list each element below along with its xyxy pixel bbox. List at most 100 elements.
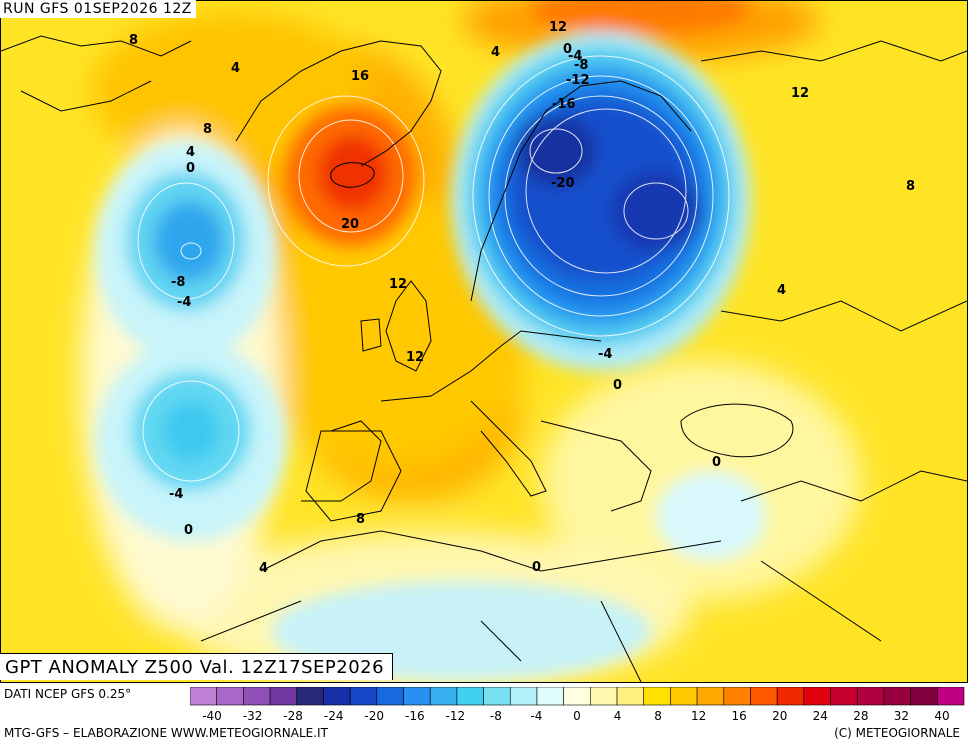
colorbar-tick-label: -20 xyxy=(364,709,384,723)
contour-label: -4 xyxy=(177,295,191,310)
contour-label: -8 xyxy=(574,58,588,73)
colorbar-legend: -40 -32 -28 -24 -20 -16 -12 -8 -4 0 4 8 12 16 20 24 28 32… xyxy=(190,687,965,723)
colorbar-cell xyxy=(509,687,538,706)
contour-label: 4 xyxy=(259,561,268,576)
colorbar-tick-label: 0 xyxy=(573,709,581,723)
contour-label: -4 xyxy=(598,347,612,362)
colorbar-tick-label: 16 xyxy=(732,709,747,723)
credit-right: (C) METEOGIORNALE xyxy=(834,726,960,740)
warm-core-iceland-inner xyxy=(318,135,388,211)
colorbar-cell xyxy=(750,687,778,706)
colorbar-tick-label: -40 xyxy=(202,709,222,723)
contour-line xyxy=(142,380,240,482)
border-sahara xyxy=(200,600,642,682)
anomaly-map: 8 4 8 4 0 16 20 -8 -4 12 12 -4 0 8 4 0 4… xyxy=(0,0,968,683)
coastline-ireland xyxy=(360,318,382,352)
colorbar-cell xyxy=(536,687,564,706)
colorbar-cell xyxy=(216,687,244,706)
colorbar-cell xyxy=(563,687,591,706)
cold-core-scandinavia xyxy=(516,116,596,186)
contour-line xyxy=(298,119,404,233)
cold-core-atlantic-north-inner xyxy=(154,201,224,281)
colorbar-cell xyxy=(483,687,511,706)
coastline-europe-west xyxy=(301,330,602,502)
colorbar-tick-label: 24 xyxy=(813,709,828,723)
colorbar-cell xyxy=(723,687,751,706)
colorbar-cell xyxy=(403,687,431,706)
colorbar-cell xyxy=(776,687,805,706)
coastline-black-sea xyxy=(680,403,794,458)
colorbar-cell xyxy=(643,687,671,706)
contour-label: 8 xyxy=(203,122,212,137)
contour-label: 8 xyxy=(906,179,915,194)
colorbar-cell xyxy=(323,687,351,706)
contour-label: -8 xyxy=(171,275,185,290)
contour-label: 8 xyxy=(129,33,138,48)
colorbar-tick-label: -4 xyxy=(530,709,542,723)
colorbar-cell xyxy=(243,687,271,706)
colorbar-tick-label: 12 xyxy=(691,709,706,723)
contour-label: 0 xyxy=(613,378,622,393)
credit-left: MTG-GFS – ELABORAZIONE WWW.METEOGIORNALE… xyxy=(4,726,328,740)
colorbar-tick-label: -32 xyxy=(243,709,263,723)
coastline-italy xyxy=(470,400,547,497)
border-middle-east xyxy=(740,470,967,642)
colorbar-cell xyxy=(376,687,404,706)
colorbar-cell xyxy=(696,687,725,706)
contour-line xyxy=(525,108,687,274)
colorbar-tick-label: 8 xyxy=(654,709,662,723)
run-label: RUN GFS 01SEP2026 12Z xyxy=(0,0,196,18)
colorbar-cell xyxy=(670,687,698,706)
border-russia xyxy=(720,300,967,332)
coastline-north-africa xyxy=(260,530,722,572)
contour-label: 0 xyxy=(563,42,572,57)
warm-core-arctic xyxy=(531,1,751,33)
contour-line xyxy=(137,182,235,300)
colorbar-tick-label: 32 xyxy=(894,709,909,723)
colorbar-cell xyxy=(296,687,324,706)
contour-line xyxy=(529,128,583,174)
contour-line xyxy=(472,55,730,337)
contour-label: 12 xyxy=(549,20,567,35)
contour-line xyxy=(488,75,714,317)
contour-label: 20 xyxy=(341,217,359,232)
warm-anomaly-north xyxy=(91,11,371,171)
coastline-siberia xyxy=(700,40,967,62)
colorbar-tick-label: -12 xyxy=(445,709,465,723)
contour-label: 4 xyxy=(491,45,500,60)
contour-label: 0 xyxy=(184,523,193,538)
coastline-greenland xyxy=(235,40,442,167)
contour-label: -4 xyxy=(568,49,582,64)
contour-label: 0 xyxy=(532,560,541,575)
contour-label: 4 xyxy=(777,283,786,298)
contour-label: 8 xyxy=(356,512,365,527)
contour-label: 12 xyxy=(791,86,809,101)
contour-label: 16 xyxy=(351,69,369,84)
coastline-iceland xyxy=(330,162,375,188)
colorbar-cell xyxy=(190,687,217,706)
contour-label: 4 xyxy=(186,145,195,160)
contour-line xyxy=(623,182,689,240)
colorbar-cell xyxy=(830,687,858,706)
contour-line xyxy=(180,242,202,260)
contour-label: 0 xyxy=(712,455,721,470)
colorbar-tick-label: 40 xyxy=(934,709,949,723)
contour-label: -12 xyxy=(566,73,590,88)
contour-label: -16 xyxy=(552,97,576,112)
coastline-uk xyxy=(385,280,432,372)
contour-label: -20 xyxy=(551,176,575,191)
colorbar-tick-label: -16 xyxy=(405,709,425,723)
colorbar-cell xyxy=(590,687,618,706)
coastline-scandinavia xyxy=(470,80,692,302)
colorbar-cell xyxy=(269,687,298,706)
colorbar-tick-label: -8 xyxy=(490,709,502,723)
contour-label: 4 xyxy=(231,61,240,76)
data-source-label: DATI NCEP GFS 0.25° xyxy=(4,687,132,701)
cold-core-atlantic-south-inner xyxy=(163,401,219,461)
colorbar-cell xyxy=(429,687,458,706)
colorbar-cell xyxy=(856,687,885,706)
colorbar-tick-label: 20 xyxy=(772,709,787,723)
contour-label: -4 xyxy=(169,487,183,502)
coastline-canada xyxy=(1,35,192,112)
coastline-iberia xyxy=(305,430,402,522)
